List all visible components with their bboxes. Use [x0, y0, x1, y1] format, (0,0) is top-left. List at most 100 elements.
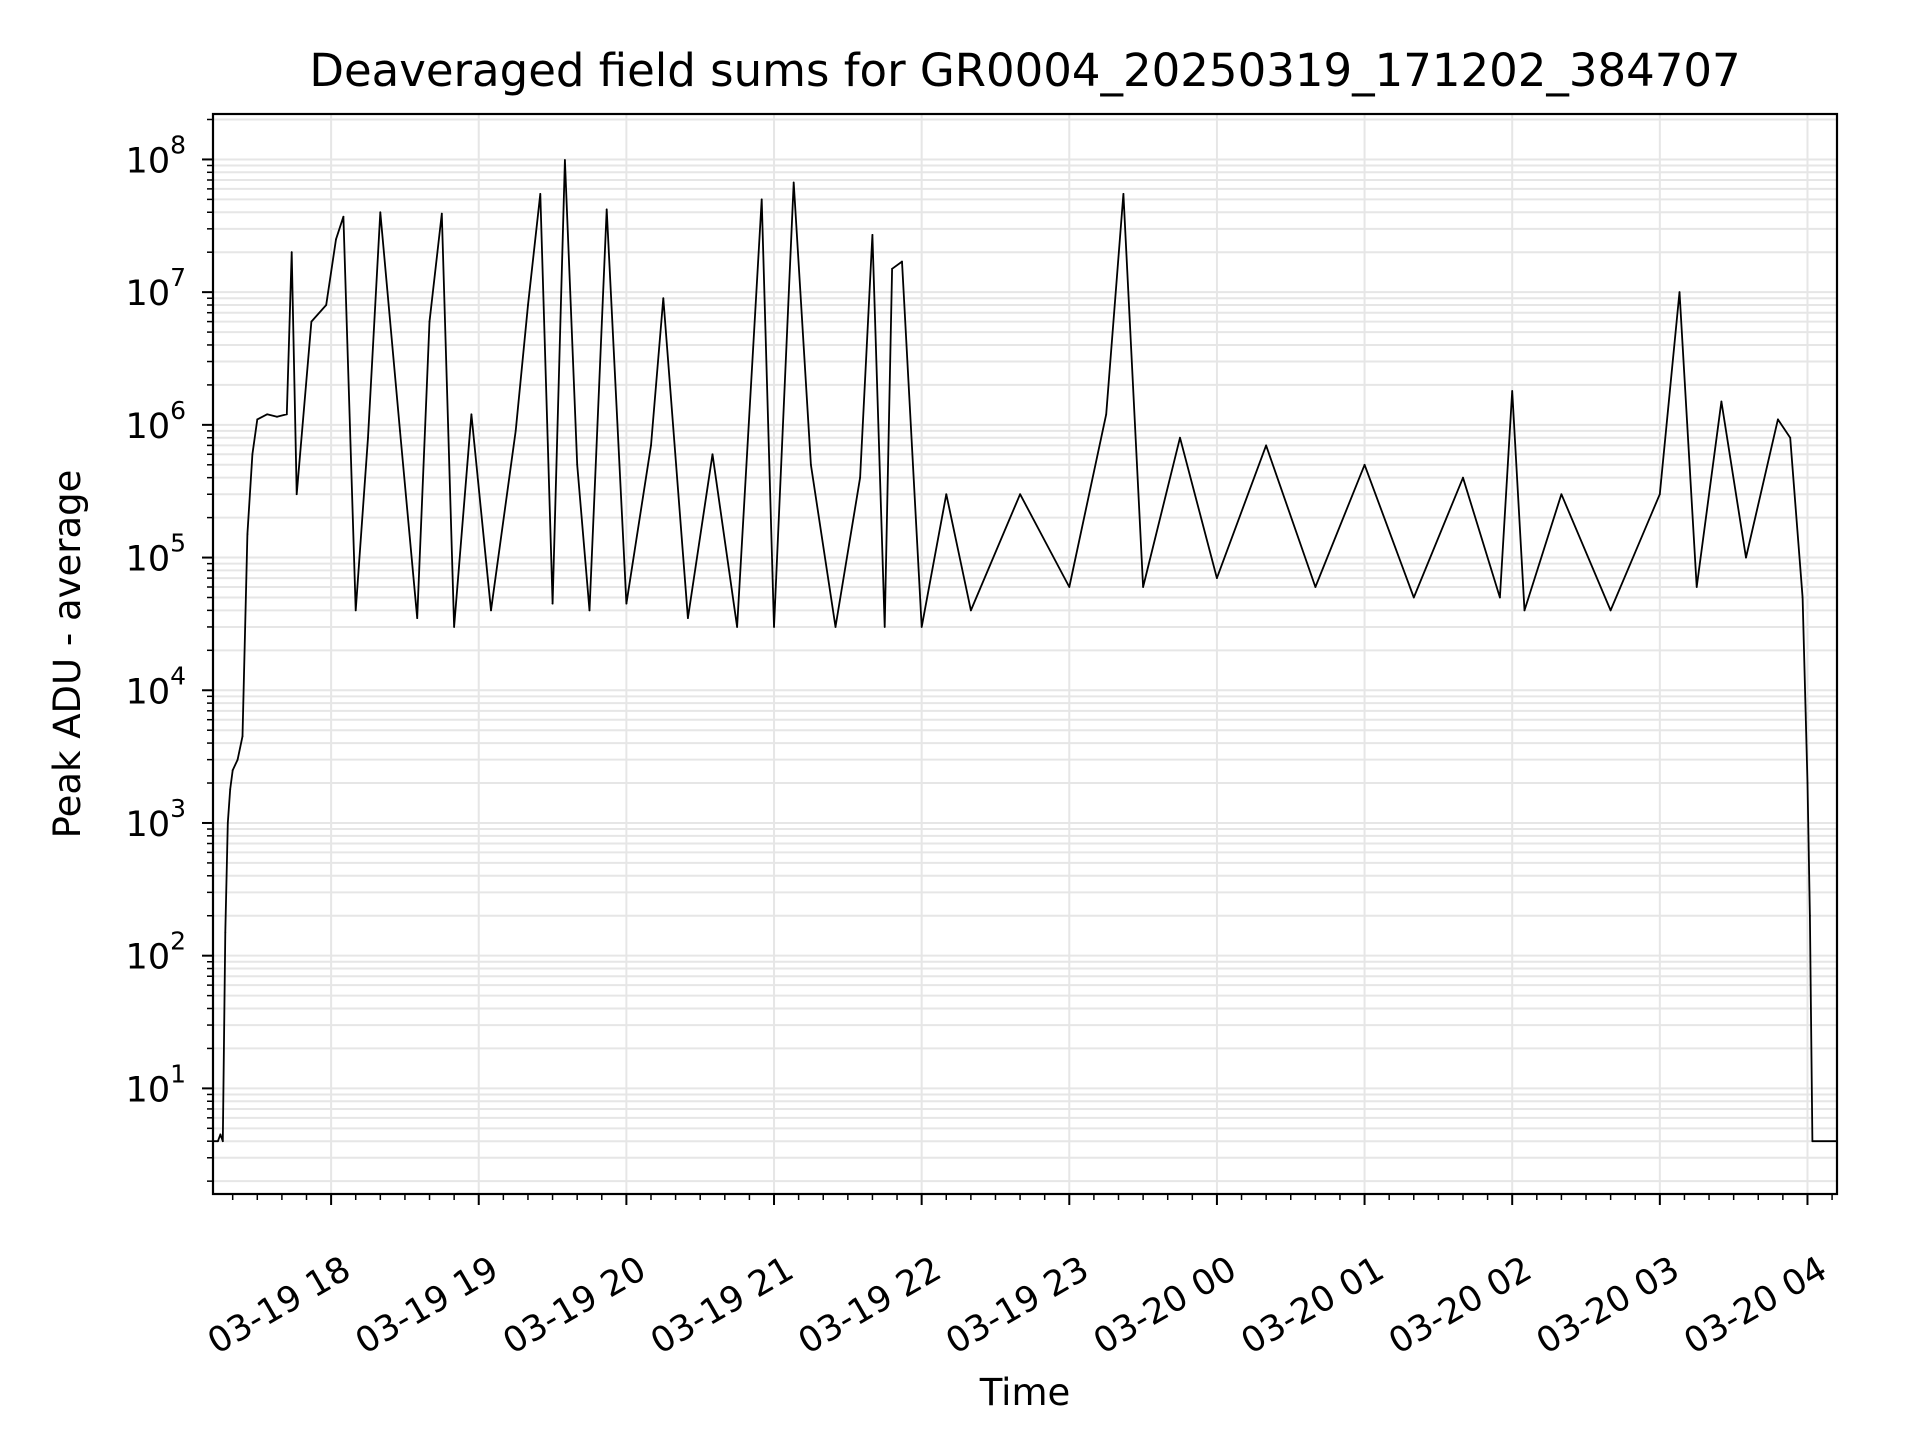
data-point: [290, 251, 293, 254]
data-point: [1511, 390, 1514, 392]
data-point: [859, 476, 862, 479]
data-point: [1412, 596, 1415, 599]
data-point: [945, 493, 948, 496]
y-tick-label: 107: [126, 263, 186, 314]
data-point: [539, 192, 542, 195]
data-point: [588, 609, 591, 612]
data-point: [1678, 291, 1681, 294]
data-point: [1498, 596, 1501, 599]
data-point: [251, 453, 254, 456]
data-point: [325, 304, 328, 306]
data-layer: [212, 159, 1838, 1143]
data-point: [760, 198, 763, 201]
data-point: [221, 1140, 224, 1143]
data-point: [1801, 596, 1804, 599]
data-point: [224, 931, 227, 934]
data-point: [285, 413, 288, 416]
data-point: [342, 215, 345, 218]
y-tick-label: 103: [126, 794, 186, 845]
data-point: [1560, 493, 1563, 496]
data-point: [1363, 463, 1366, 466]
data-point: [686, 617, 689, 619]
data-point: [1462, 476, 1464, 479]
data-point: [256, 418, 259, 421]
data-point: [576, 463, 579, 466]
data-point: [1122, 192, 1125, 195]
y-tick-label: 105: [126, 529, 186, 580]
data-point: [514, 430, 517, 432]
data-point: [551, 602, 554, 605]
plot-frame: [211, 112, 1839, 1196]
data-point: [1068, 586, 1071, 588]
data-point: [883, 626, 886, 628]
data-point: [605, 208, 608, 211]
data-point: [399, 430, 401, 432]
data-point: [354, 609, 357, 612]
data-point: [379, 211, 382, 214]
data-point: [470, 413, 473, 416]
data-point: [1789, 436, 1792, 439]
data-point: [1777, 418, 1779, 421]
data-point: [792, 181, 795, 184]
data-point: [1523, 609, 1526, 612]
data-point: [834, 626, 837, 628]
data-point: [416, 617, 419, 619]
data-point: [563, 159, 566, 161]
data-point: [711, 453, 714, 456]
data-point: [1216, 577, 1218, 580]
data-point: [920, 626, 923, 628]
data-point: [1811, 1140, 1814, 1143]
y-axis-label: Peak ADU - average: [46, 470, 89, 839]
data-point: [246, 533, 249, 536]
data-point: [1806, 782, 1809, 784]
data-point: [236, 758, 239, 761]
data-point: [367, 436, 369, 439]
data-point: [1179, 436, 1181, 439]
data-point: [428, 320, 431, 323]
data-point: [310, 320, 313, 323]
data-point: [969, 609, 972, 612]
data-point: [625, 602, 628, 605]
data-point: [1720, 400, 1723, 403]
data-point: [453, 626, 456, 628]
data-point: [1105, 413, 1108, 416]
data-point: [871, 234, 874, 236]
y-tick-label: 108: [126, 130, 186, 181]
data-point: [229, 788, 232, 790]
x-axis-label: Time: [979, 1371, 1071, 1414]
data-point: [295, 493, 298, 496]
data-point: [773, 626, 775, 628]
data-point: [1019, 493, 1021, 496]
data-point: [1695, 586, 1698, 588]
data-point: [241, 735, 244, 738]
data-point: [226, 822, 229, 824]
chart-title: Deaveraged field sums for GR0004_2025031…: [309, 44, 1740, 97]
data-point: [266, 413, 269, 416]
data-point: [440, 212, 443, 215]
data-point: [1265, 444, 1268, 447]
y-tick-label: 106: [126, 396, 186, 447]
data-point: [810, 463, 812, 466]
data-point: [219, 1133, 222, 1136]
data-point: [1809, 914, 1811, 917]
data-point: [276, 415, 278, 418]
y-axis: 101 102 103 104 105 106 107 108: [126, 118, 213, 1182]
data-point: [662, 297, 665, 300]
data-point: [736, 626, 739, 628]
data-point: [1745, 556, 1747, 559]
data-point: [1658, 493, 1661, 496]
data-point: [650, 444, 652, 447]
data-point: [231, 769, 234, 772]
data-point: [217, 1140, 219, 1143]
data-point: [490, 609, 492, 612]
data-point: [1314, 586, 1317, 588]
data-point: [1609, 609, 1612, 612]
data-point: [335, 238, 337, 241]
data-point: [891, 267, 894, 270]
y-tick-label: 101: [126, 1059, 186, 1110]
data-point: [527, 304, 529, 306]
grid: [213, 114, 1837, 1194]
data-point: [1142, 586, 1145, 588]
series-line: [213, 159, 1837, 1143]
